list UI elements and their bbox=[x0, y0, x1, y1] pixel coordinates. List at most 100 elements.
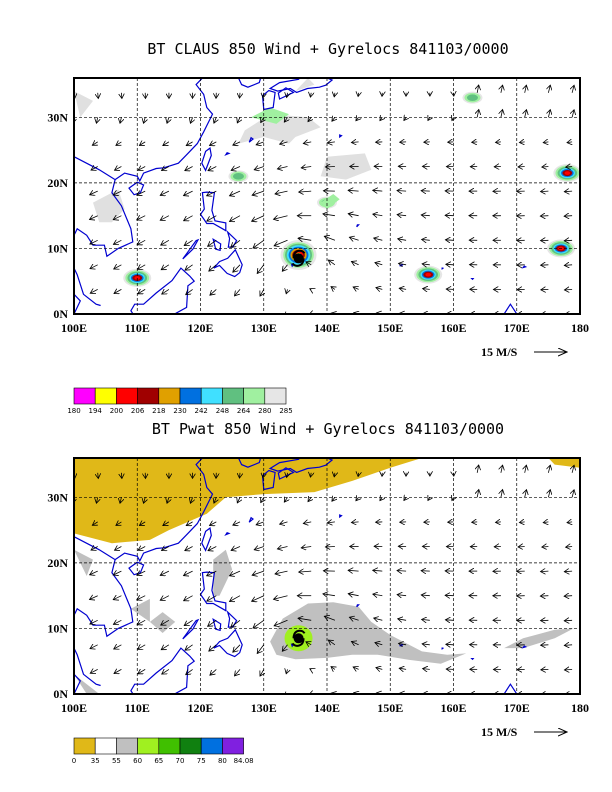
wind-vector bbox=[399, 668, 407, 669]
x-tick-label: 120E bbox=[187, 321, 213, 335]
wind-vector bbox=[252, 595, 264, 602]
wind-vector bbox=[90, 645, 98, 649]
gyre-symbol-arc bbox=[292, 249, 306, 259]
wind-vector bbox=[162, 669, 170, 674]
wind-vector bbox=[137, 240, 146, 244]
colorbar-swatch bbox=[116, 387, 138, 405]
wind-vector bbox=[207, 570, 217, 576]
wind-vector bbox=[349, 617, 359, 620]
wind-vector bbox=[208, 547, 217, 551]
wind-vector bbox=[274, 216, 288, 220]
wind-vector bbox=[399, 263, 407, 264]
wind-vector bbox=[423, 669, 430, 670]
wind-vector bbox=[374, 618, 383, 620]
wind-vector bbox=[397, 571, 407, 572]
wind-vector bbox=[208, 167, 217, 171]
wind-vector bbox=[374, 238, 383, 240]
cloud-contour bbox=[251, 107, 289, 124]
wind-vector bbox=[254, 167, 264, 170]
x-tick-labels-2: 100E 110E 120E 130E 140E 150E 160E 170E 180 bbox=[61, 701, 589, 715]
wind-vector bbox=[518, 547, 525, 548]
wind-vector bbox=[303, 522, 312, 524]
wind-vector bbox=[373, 594, 383, 596]
wind-vector bbox=[332, 497, 335, 501]
wind-vector bbox=[235, 669, 241, 676]
wind-vector bbox=[334, 93, 335, 97]
wind-vector bbox=[323, 214, 335, 216]
wind-vector bbox=[115, 167, 122, 171]
wind-vector bbox=[237, 497, 240, 503]
wind-vector bbox=[160, 596, 170, 601]
wind-vector bbox=[208, 239, 217, 246]
coastline bbox=[182, 618, 200, 640]
wind-vector bbox=[121, 92, 122, 99]
y-tick-label: 0N bbox=[53, 307, 68, 321]
colorbar-label: 75 bbox=[197, 757, 206, 765]
colorbar-label: 70 bbox=[176, 757, 185, 765]
gyre-symbol-arc bbox=[292, 629, 306, 639]
wind-vector bbox=[501, 110, 503, 118]
wind-vector bbox=[282, 644, 288, 652]
vector-scale-label-1: 15 M/S bbox=[481, 345, 518, 359]
wind-vector bbox=[380, 117, 382, 120]
wind-vector bbox=[376, 668, 383, 670]
pwat-region bbox=[213, 549, 233, 596]
x-tick-label: 170E bbox=[504, 701, 530, 715]
wind-vector bbox=[163, 522, 170, 526]
wind-vector bbox=[428, 497, 430, 500]
wind-vector bbox=[277, 167, 288, 169]
pwat-region bbox=[149, 612, 176, 633]
wind-vector bbox=[287, 93, 288, 98]
x-tick-labels-1: 100E 110E 120E 130E 140E 150E 160E 170E 180 bbox=[61, 321, 589, 335]
wind-vector bbox=[356, 117, 359, 121]
wind-vector bbox=[261, 117, 264, 122]
wind-vector bbox=[74, 289, 75, 290]
wind-vector bbox=[298, 238, 312, 240]
wind-vector bbox=[90, 571, 98, 575]
pwat-region bbox=[270, 602, 467, 664]
colorbar-swatch bbox=[179, 737, 202, 755]
wind-vector bbox=[74, 644, 75, 646]
wind-vector bbox=[477, 85, 479, 93]
wind-vector bbox=[325, 547, 335, 548]
gyre-symbol-arc bbox=[291, 638, 305, 647]
wind-vector bbox=[114, 289, 122, 293]
wind-vector bbox=[375, 643, 383, 645]
wind-vector bbox=[452, 497, 454, 500]
chart-title-1: BT CLAUS 850 Wind + Gyrelocs 841103/0000 bbox=[147, 40, 508, 58]
wind-vector bbox=[90, 620, 98, 624]
wind-vector bbox=[98, 472, 99, 479]
wind-vector bbox=[90, 669, 98, 673]
cloud-contour bbox=[232, 173, 244, 180]
x-tick-label: 140E bbox=[314, 701, 340, 715]
wind-vector bbox=[233, 644, 241, 652]
cloud-contour bbox=[295, 78, 315, 92]
wind-vector bbox=[348, 594, 359, 596]
wind-vector bbox=[74, 595, 75, 597]
wind-vector bbox=[306, 642, 311, 645]
pwat-region bbox=[74, 549, 93, 576]
wind-vector bbox=[90, 265, 98, 269]
plot-frame-2 bbox=[73, 457, 581, 695]
coastline bbox=[213, 628, 243, 658]
wind-vector bbox=[541, 571, 549, 572]
gyre-location-marker bbox=[293, 633, 304, 644]
wind-vector bbox=[445, 620, 454, 621]
wind-vector bbox=[303, 142, 312, 144]
x-tick-label: 100E bbox=[61, 701, 87, 715]
wind-vector bbox=[496, 142, 501, 143]
cloud-fill-layer bbox=[74, 78, 580, 287]
wind-vector bbox=[231, 167, 241, 171]
wind-vector bbox=[90, 216, 98, 220]
coastline bbox=[201, 147, 212, 172]
wind-vector bbox=[256, 522, 264, 525]
colorbar-swatch bbox=[73, 387, 96, 405]
y-tick-label: 30N bbox=[47, 490, 68, 504]
wind-vector bbox=[113, 216, 122, 220]
wind-vector bbox=[328, 260, 336, 265]
wind-vector bbox=[282, 264, 288, 272]
wind-vector bbox=[548, 110, 550, 118]
colorbar-swatch bbox=[200, 737, 223, 755]
wind-vector bbox=[331, 287, 335, 290]
wind-vector bbox=[525, 465, 527, 473]
